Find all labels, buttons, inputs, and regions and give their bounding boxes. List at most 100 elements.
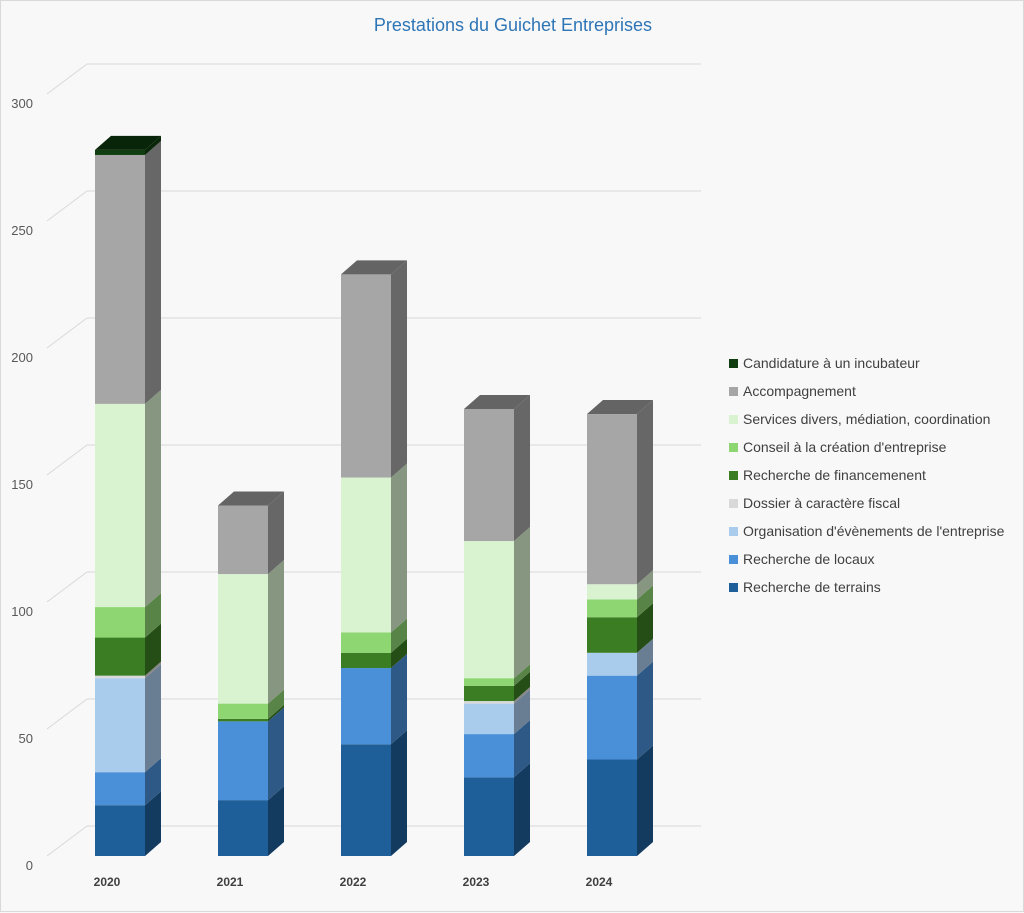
bar-segment xyxy=(95,772,145,806)
y-tick-label: 300 xyxy=(11,96,33,111)
gridline-diagonal xyxy=(46,317,88,349)
legend-swatch xyxy=(729,443,738,452)
bar-segment-side xyxy=(268,491,284,575)
bar-segment xyxy=(341,632,391,653)
bar-segment-side xyxy=(514,394,530,542)
bar-top xyxy=(218,491,284,506)
bar-segment-side xyxy=(514,671,530,702)
legend-label: Candidature à un incubateur xyxy=(743,355,920,371)
bar-segment xyxy=(464,703,514,735)
bar-segment-side xyxy=(514,763,530,856)
bar-segment xyxy=(464,777,514,856)
legend-swatch xyxy=(729,359,738,368)
bar-segment-side xyxy=(145,661,161,679)
gridline-diagonal xyxy=(46,190,88,222)
x-tick-label: 2022 xyxy=(340,875,367,889)
bar-segment-side xyxy=(145,140,161,404)
gridline-diagonal xyxy=(46,444,88,476)
bar-segment-side xyxy=(391,260,407,478)
bar-segment-side xyxy=(391,463,407,633)
legend-label: Accompagnement xyxy=(743,383,856,399)
bar-segment-side xyxy=(514,664,530,686)
legend-label: Recherche de financemenent xyxy=(743,467,926,483)
bar-segment xyxy=(95,403,145,608)
y-tick-label: 250 xyxy=(11,223,33,238)
bar-segment-side xyxy=(637,570,653,600)
legend-label: Conseil à la création d'entreprise xyxy=(743,439,947,455)
legend-label: Dossier à caractère fiscal xyxy=(743,495,900,511)
bar-segment-side xyxy=(514,689,530,735)
bar-segment xyxy=(341,652,391,669)
bar-segment xyxy=(464,408,514,542)
bar-segment xyxy=(341,477,391,633)
chart-title: Prestations du Guichet Entreprises xyxy=(374,15,652,35)
y-tick-label: 200 xyxy=(11,350,33,365)
bar-segment-side xyxy=(268,689,284,719)
bar-segment-side xyxy=(145,135,161,155)
gridline-diagonal xyxy=(46,63,88,95)
legend-label: Organisation d'évènements de l'entrepris… xyxy=(743,523,1005,539)
bar-segment xyxy=(464,701,514,704)
bar-top xyxy=(341,260,407,275)
bar-segment xyxy=(95,149,145,155)
bar-segment xyxy=(95,675,145,679)
x-tick-label: 2023 xyxy=(463,875,490,889)
bar-segment-side xyxy=(145,758,161,806)
x-tick-label: 2021 xyxy=(217,875,244,889)
bar-segment-side xyxy=(268,707,284,801)
bar-segment xyxy=(95,154,145,404)
bar-segment-side xyxy=(391,730,407,856)
bar-segment xyxy=(587,759,637,856)
gridline-diagonal xyxy=(46,698,88,730)
bar-segment-side xyxy=(637,745,653,856)
y-tick-label: 0 xyxy=(26,858,33,873)
bar-segment-side xyxy=(637,603,653,653)
bar-segment-side xyxy=(145,593,161,638)
bar-segment-side xyxy=(145,389,161,608)
bar-segment-side xyxy=(637,638,653,676)
bar-segment xyxy=(95,678,145,773)
bar-segment xyxy=(218,574,268,704)
bar-segment xyxy=(464,685,514,702)
bar-segment-side xyxy=(145,664,161,773)
bar-segment xyxy=(341,744,391,856)
bar-segment xyxy=(341,274,391,478)
legend-label: Recherche de terrains xyxy=(743,579,881,595)
legend-swatch xyxy=(729,387,738,396)
bar-segment xyxy=(587,584,637,600)
bar-segment-side xyxy=(514,720,530,778)
bar-segment-side xyxy=(514,527,530,679)
legend-swatch xyxy=(729,555,738,564)
legend-swatch xyxy=(729,527,738,536)
bar-segment xyxy=(95,607,145,638)
legend-swatch xyxy=(729,583,738,592)
legend: Candidature à un incubateur Accompagnemen… xyxy=(729,355,1005,595)
bar-segment xyxy=(587,675,637,760)
bar-segment xyxy=(218,721,268,801)
bar-segment-side xyxy=(637,585,653,618)
bar-segment xyxy=(95,805,145,856)
x-tick-label: 2024 xyxy=(586,875,613,889)
bar-segment xyxy=(464,734,514,778)
bar-segment-side xyxy=(514,687,530,704)
legend-label: Recherche de locaux xyxy=(743,551,875,567)
bar-segment-side xyxy=(145,791,161,856)
bar-segment xyxy=(464,541,514,679)
y-tick-label: 150 xyxy=(11,477,33,492)
bar-segment xyxy=(464,678,514,686)
legend-label: Services divers, médiation, coordination xyxy=(743,411,990,427)
bar-segment-side xyxy=(637,400,653,585)
bar-segment xyxy=(218,800,268,856)
bar-segment-side xyxy=(637,661,653,760)
gridline-diagonal xyxy=(46,571,88,603)
bar-segment xyxy=(587,617,637,653)
bar-segment xyxy=(587,599,637,618)
bar-segment-side xyxy=(391,654,407,745)
bar-segment-side xyxy=(268,560,284,704)
bar-top xyxy=(464,394,530,409)
y-axis-ticks: 0 50 100 150 200 250 300 xyxy=(11,96,33,873)
bar-segment-side xyxy=(391,618,407,653)
legend-swatch xyxy=(729,415,738,424)
